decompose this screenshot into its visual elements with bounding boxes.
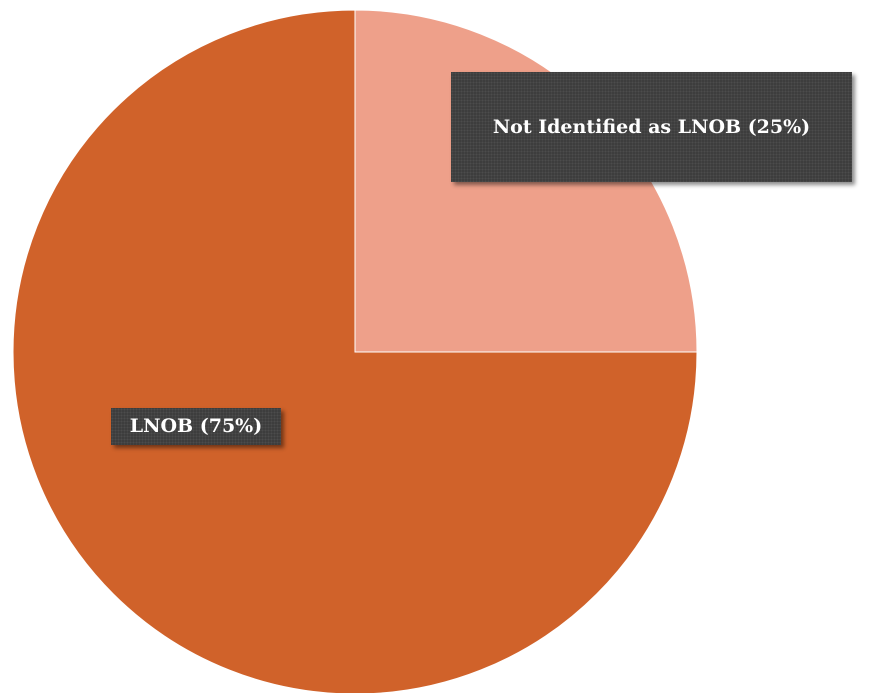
data-label-not-identified: Not Identified as LNOB (25%) xyxy=(451,72,852,182)
data-label-lnob: LNOB (75%) xyxy=(111,408,281,445)
